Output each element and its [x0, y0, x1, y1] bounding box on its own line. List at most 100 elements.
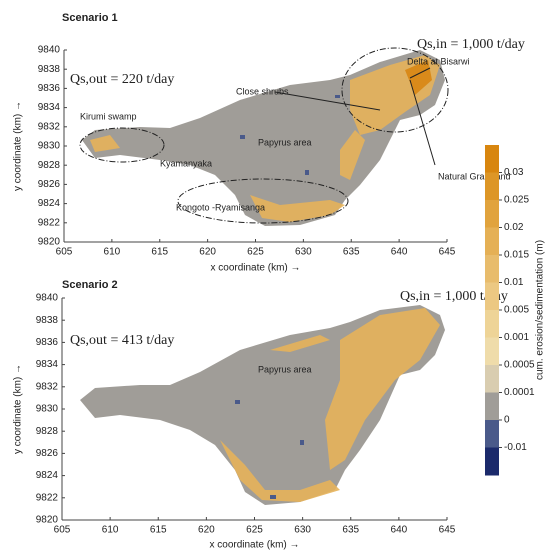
- colorbar-segment: [485, 392, 499, 421]
- colorbar-tick-label: 0.02: [504, 222, 524, 233]
- y-tick-label: 9828: [36, 426, 59, 437]
- y-tick-label: 9838: [38, 64, 61, 75]
- sediment: [270, 335, 330, 352]
- colorbar-tick-label: 0.0005: [504, 360, 535, 371]
- y-tick-label: 9826: [38, 179, 61, 190]
- highlight-ellipse: [341, 47, 449, 133]
- y-tick-label: 9830: [38, 141, 61, 152]
- colorbar-tick-label: -0.01: [504, 442, 527, 453]
- y-tick-label: 9840: [38, 45, 61, 56]
- arrow: [409, 79, 436, 166]
- annotation: Qs,out = 220 t/day: [70, 72, 174, 87]
- sediment: [340, 130, 365, 180]
- annotation: Papyrus area: [258, 364, 312, 374]
- x-tick-label: 610: [104, 247, 121, 258]
- colorbar-segment: [485, 447, 499, 476]
- panel-title: Scenario 2: [62, 279, 118, 291]
- sediment: [220, 440, 340, 502]
- colorbar-tick-label: 0.001: [504, 332, 529, 343]
- annotation: Delta at Bisarwi: [407, 56, 470, 66]
- arrow: [274, 91, 381, 111]
- y-tick-label: 9834: [36, 359, 59, 370]
- x-tick-label: 640: [391, 525, 408, 536]
- map-1: [79, 47, 449, 226]
- map-2: [80, 305, 445, 505]
- colorbar-segment: [485, 255, 499, 283]
- x-axis-label: x coordinate (km) →: [209, 540, 299, 550]
- sediment: [325, 308, 440, 470]
- x-tick-label: 605: [56, 247, 73, 258]
- x-tick-label: 635: [342, 525, 359, 536]
- sediment: [90, 135, 120, 152]
- annotation: Kongoto -Ryamisanga: [176, 202, 265, 212]
- arrow: [409, 67, 431, 79]
- colorbar-segment: [485, 365, 499, 393]
- colorbar-segment: [485, 337, 499, 366]
- x-tick-label: 640: [391, 247, 408, 258]
- annotation: Qs,in = 1,000 t/day: [400, 289, 508, 304]
- y-tick-label: 9836: [38, 83, 61, 94]
- colorbar-segment: [485, 282, 499, 311]
- erosion: [270, 495, 276, 499]
- colorbar-tick-label: 0.0001: [504, 387, 535, 398]
- annotation: Kyamanyaka: [160, 158, 212, 168]
- y-tick-label: 9838: [36, 315, 59, 326]
- x-tick-label: 630: [295, 247, 312, 258]
- y-axis-label: y coordinate (km) →: [13, 364, 24, 454]
- colorbar-tick-label: 0.01: [504, 277, 524, 288]
- annotation: Close shrubs: [236, 86, 289, 96]
- colorbar-tick-label: 0: [504, 415, 510, 426]
- highlight-ellipse: [177, 178, 349, 224]
- colorbar-segment: [485, 310, 499, 338]
- erosion: [305, 170, 309, 175]
- y-tick-label: 9822: [38, 217, 61, 228]
- colorbar-tick-label: 0.03: [504, 167, 524, 178]
- colorbar-segment: [485, 145, 499, 173]
- highlight-ellipse: [79, 127, 165, 163]
- x-tick-label: 635: [343, 247, 360, 258]
- colorbar-tick-label: 0.015: [504, 250, 529, 261]
- y-tick-label: 9822: [36, 492, 59, 503]
- y-tick-label: 9840: [36, 293, 59, 304]
- annotation: Qs,in = 1,000 t/day: [417, 37, 525, 52]
- y-tick-label: 9832: [38, 121, 61, 132]
- colorbar-tick-label: 0.025: [504, 195, 529, 206]
- y-tick-label: 9824: [36, 470, 59, 481]
- x-tick-label: 620: [199, 247, 216, 258]
- y-tick-label: 9836: [36, 337, 59, 348]
- annotation: Kirumi swamp: [80, 111, 137, 121]
- annotation: Natural Grassland: [438, 171, 511, 181]
- y-tick-label: 9824: [38, 198, 61, 209]
- y-axis-label: y coordinate (km) →: [13, 101, 24, 191]
- erosion: [300, 440, 304, 445]
- y-tick-label: 9826: [36, 448, 59, 459]
- annotation: Qs,out = 413 t/day: [70, 333, 174, 348]
- x-tick-label: 610: [102, 525, 119, 536]
- y-tick-label: 9834: [38, 102, 61, 113]
- x-tick-label: 645: [439, 525, 456, 536]
- annotation: Papyrus area: [258, 137, 312, 147]
- x-tick-label: 645: [439, 247, 456, 258]
- colorbar-tick-label: 0.005: [504, 305, 529, 316]
- x-tick-label: 605: [54, 525, 71, 536]
- x-axis-label: x coordinate (km) →: [210, 263, 300, 274]
- colorbar-segment: [485, 172, 499, 201]
- y-tick-label: 9820: [38, 237, 61, 248]
- x-tick-label: 625: [246, 525, 263, 536]
- x-tick-label: 615: [151, 247, 168, 258]
- colorbar-segment: [485, 227, 499, 256]
- sediment: [250, 195, 345, 222]
- x-tick-label: 620: [198, 525, 215, 536]
- x-tick-label: 630: [294, 525, 311, 536]
- x-tick-label: 625: [247, 247, 264, 258]
- y-tick-label: 9820: [36, 515, 59, 526]
- y-tick-label: 9832: [36, 381, 59, 392]
- erosion: [335, 95, 340, 98]
- erosion: [240, 135, 245, 139]
- panel-title: Scenario 1: [62, 12, 118, 24]
- x-tick-label: 615: [150, 525, 167, 536]
- y-tick-label: 9828: [38, 160, 61, 171]
- colorbar-segment: [485, 420, 499, 448]
- colorbar-label: cum. erosion/sedimentation (m): [535, 240, 546, 380]
